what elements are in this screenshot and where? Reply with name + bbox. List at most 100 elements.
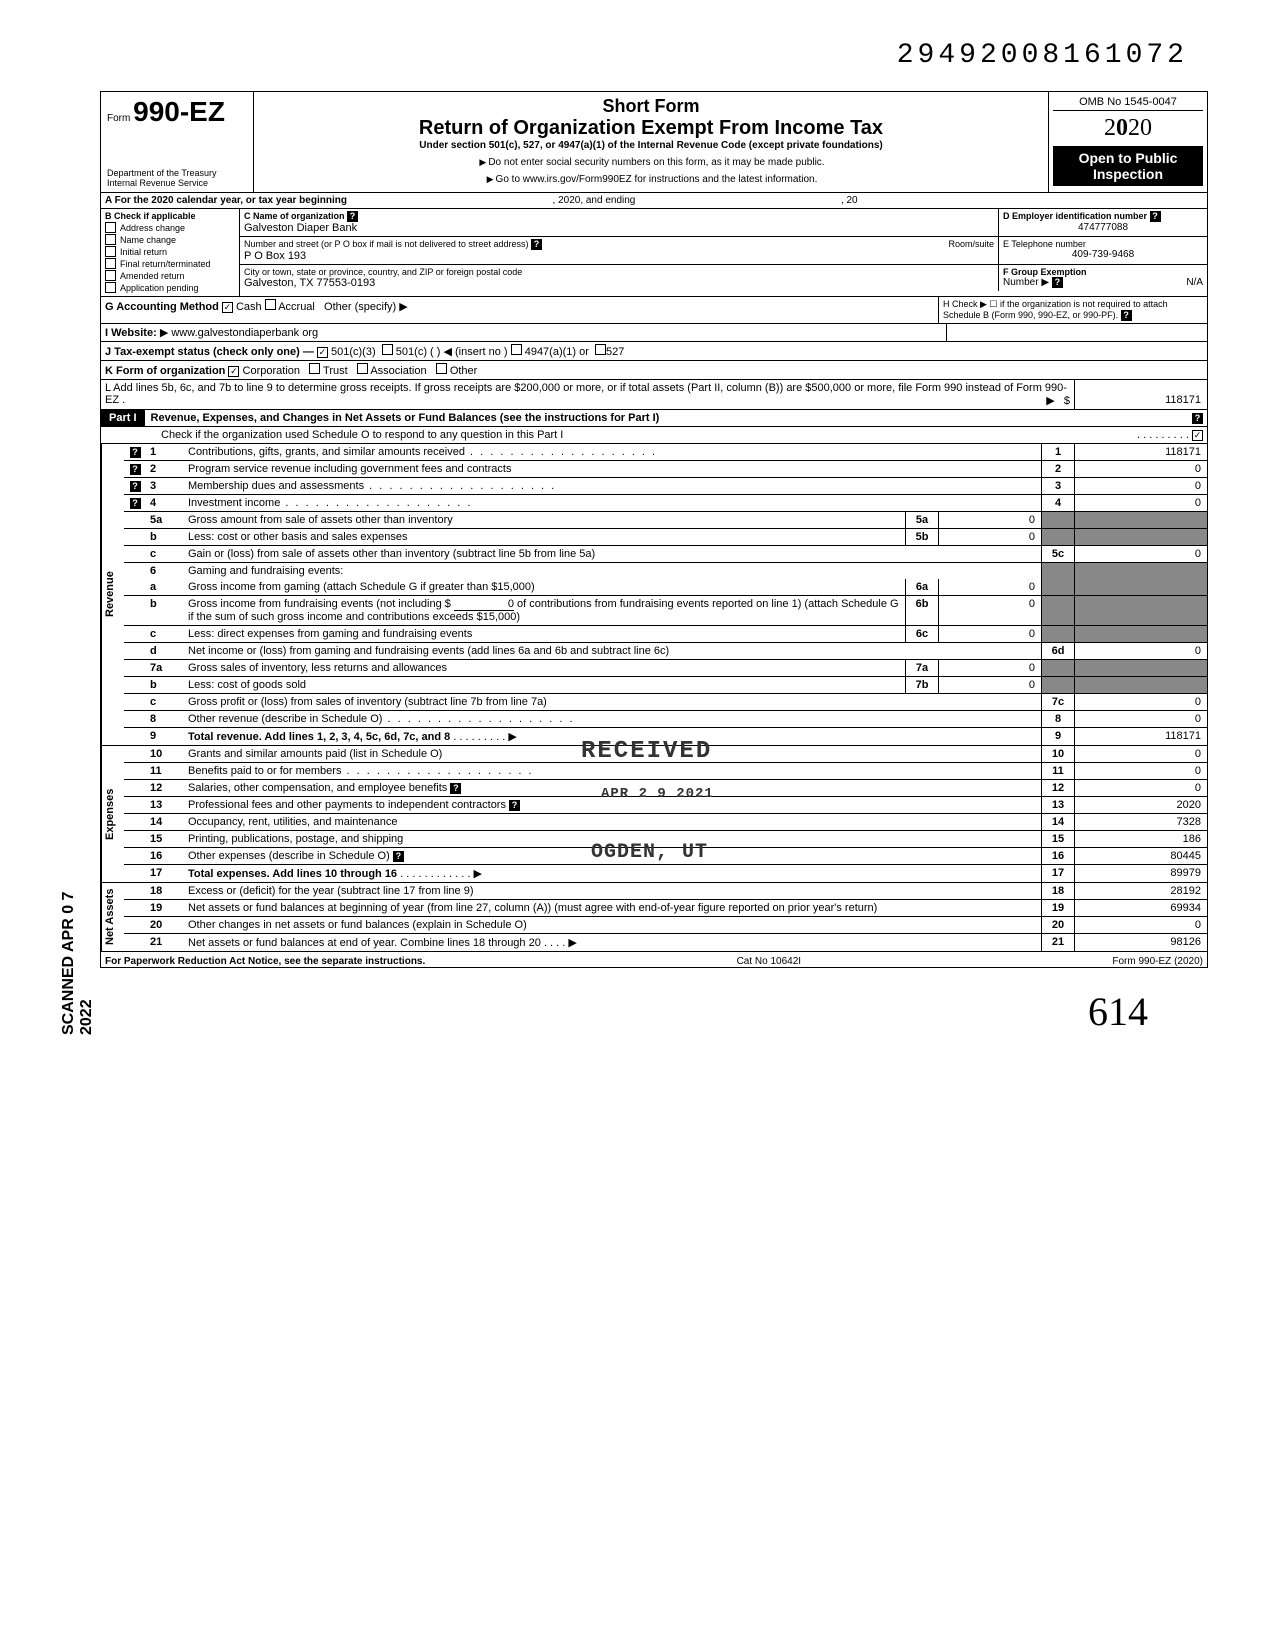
line-6b-val: 0 xyxy=(939,596,1041,625)
title-short-form: Short Form xyxy=(264,96,1038,117)
f-number-label: Number xyxy=(1003,277,1039,288)
help-icon[interactable]: ? xyxy=(1150,211,1161,222)
cb-cash[interactable]: ✓ xyxy=(222,302,233,313)
address: P O Box 193 xyxy=(244,250,994,262)
b-app-pending: Application pending xyxy=(120,283,199,293)
section-a-label: A For the 2020 calendar year, or tax yea… xyxy=(105,195,347,206)
line-14-desc: Occupancy, rent, utilities, and maintena… xyxy=(188,816,398,828)
cb-app-pending[interactable] xyxy=(105,282,116,293)
line-5b-val: 0 xyxy=(939,529,1041,545)
e-label: E Telephone number xyxy=(1003,239,1203,249)
help-icon[interactable]: ? xyxy=(1121,310,1132,321)
dln-number: 29492008161072 xyxy=(40,40,1248,71)
h-label: H Check ▶ ☐ if the organization is not r… xyxy=(943,299,1168,320)
box-15: 15 xyxy=(1041,831,1074,847)
box-4: 4 xyxy=(1041,495,1074,511)
box-7a: 7a xyxy=(905,660,939,676)
help-icon[interactable]: ? xyxy=(130,464,141,475)
box-6d: 6d xyxy=(1041,643,1074,659)
l-gross-receipts: 118171 xyxy=(1081,394,1201,406)
b-initial-return: Initial return xyxy=(120,247,167,257)
box-21: 21 xyxy=(1041,934,1074,951)
cb-corporation[interactable]: ✓ xyxy=(228,366,239,377)
cb-501c3[interactable]: ✓ xyxy=(317,347,328,358)
omb-number: OMB No 1545-0047 xyxy=(1053,96,1203,111)
netassets-label: Net Assets xyxy=(101,883,124,951)
ein: 474777088 xyxy=(1003,222,1203,233)
j-501c3: 501(c)(3) xyxy=(331,346,376,358)
cb-other[interactable] xyxy=(436,363,447,374)
k-label: K Form of organization xyxy=(105,365,225,377)
cb-schedule-o[interactable]: ✓ xyxy=(1192,430,1203,441)
help-icon[interactable]: ? xyxy=(1052,277,1063,288)
box-5b: 5b xyxy=(905,529,939,545)
help-icon[interactable]: ? xyxy=(509,800,520,811)
line-2-desc: Program service revenue including govern… xyxy=(188,463,511,475)
line-6d-val: 0 xyxy=(1074,643,1207,659)
g-other: Other (specify) xyxy=(324,301,396,313)
cb-trust[interactable] xyxy=(309,363,320,374)
line-14-num: 14 xyxy=(146,814,184,830)
l-text: L Add lines 5b, 6c, and 7b to line 9 to … xyxy=(105,382,1067,406)
box-14: 14 xyxy=(1041,814,1074,830)
line-15-num: 15 xyxy=(146,831,184,847)
section-a-mid: , 2020, and ending xyxy=(553,195,636,206)
line-1-val: 118171 xyxy=(1074,444,1207,460)
help-icon[interactable]: ? xyxy=(450,783,461,794)
footer-catno: Cat No 10642I xyxy=(737,956,802,967)
help-icon[interactable]: ? xyxy=(393,851,404,862)
handwritten-note: 614 xyxy=(40,988,1248,1035)
line-20-val: 0 xyxy=(1074,917,1207,933)
room-suite: Room/suite xyxy=(948,239,994,249)
f-label: F Group Exemption xyxy=(1003,267,1087,277)
help-icon[interactable]: ? xyxy=(347,211,358,222)
help-icon[interactable]: ? xyxy=(531,239,542,250)
box-10: 10 xyxy=(1041,746,1074,762)
box-3: 3 xyxy=(1041,478,1074,494)
line-16-val: 80445 xyxy=(1074,848,1207,864)
line-3-num: 3 xyxy=(146,478,184,494)
g-cash: Cash xyxy=(236,301,262,313)
help-icon[interactable]: ? xyxy=(130,481,141,492)
line-1-desc: Contributions, gifts, grants, and simila… xyxy=(188,446,465,458)
line-5a-desc: Gross amount from sale of assets other t… xyxy=(188,514,453,526)
line-12-num: 12 xyxy=(146,780,184,796)
line-4-desc: Investment income xyxy=(188,497,280,509)
cb-amended[interactable] xyxy=(105,270,116,281)
line-10-num: 10 xyxy=(146,746,184,762)
cb-final-return[interactable] xyxy=(105,258,116,269)
line-7b-desc: Less: cost of goods sold xyxy=(188,679,306,691)
line-7a-num: 7a xyxy=(146,660,184,676)
help-icon[interactable]: ? xyxy=(130,498,141,509)
line-18-num: 18 xyxy=(146,883,184,899)
box-13: 13 xyxy=(1041,797,1074,813)
revenue-label: Revenue xyxy=(101,444,124,745)
cb-accrual[interactable] xyxy=(265,299,276,310)
city-state-zip: Galveston, TX 77553-0193 xyxy=(244,277,994,289)
line-16-num: 16 xyxy=(146,848,184,864)
scanned-stamp: SCANNED APR 0 7 2022 xyxy=(60,860,96,1035)
cb-initial-return[interactable] xyxy=(105,246,116,257)
line-13-num: 13 xyxy=(146,797,184,813)
help-icon[interactable]: ? xyxy=(130,447,141,458)
j-insert: ) ◀ (insert no ) xyxy=(437,346,508,358)
box-9: 9 xyxy=(1041,728,1074,745)
instr-ssn: Do not enter social security numbers on … xyxy=(488,157,824,168)
help-icon[interactable]: ? xyxy=(1192,413,1203,424)
box-7b: 7b xyxy=(905,677,939,693)
cb-address-change[interactable] xyxy=(105,222,116,233)
cb-association[interactable] xyxy=(357,363,368,374)
cb-name-change[interactable] xyxy=(105,234,116,245)
cb-4947[interactable] xyxy=(511,344,522,355)
line-11-desc: Benefits paid to or for members xyxy=(188,765,341,777)
tax-year: 20 xyxy=(1128,115,1152,141)
line-8-desc: Other revenue (describe in Schedule O) xyxy=(188,713,382,725)
box-5c: 5c xyxy=(1041,546,1074,562)
line-5a-val: 0 xyxy=(939,512,1041,528)
cb-527[interactable] xyxy=(595,344,606,355)
line-18-val: 28192 xyxy=(1074,883,1207,899)
line-5a-num: 5a xyxy=(146,512,184,528)
line-2-num: 2 xyxy=(146,461,184,477)
box-18: 18 xyxy=(1041,883,1074,899)
cb-501c[interactable] xyxy=(382,344,393,355)
